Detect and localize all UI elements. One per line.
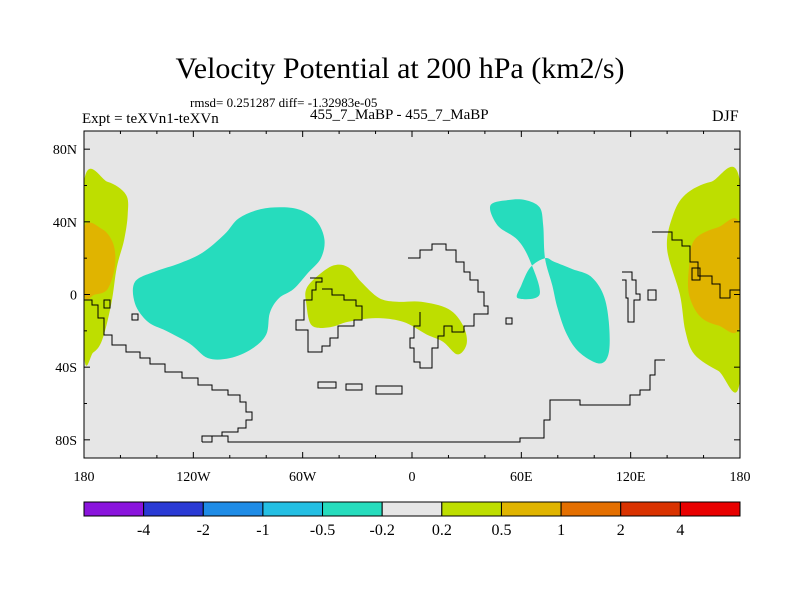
colorbar-label: -0.5 bbox=[310, 522, 335, 539]
x-tick-label: 120E bbox=[616, 470, 646, 485]
colorbar-swatch bbox=[679, 501, 741, 517]
y-tick-label: 0 bbox=[70, 289, 77, 304]
x-tick-label: 120W bbox=[176, 470, 211, 485]
colorbar-swatch bbox=[381, 501, 443, 517]
colorbar-label: 1 bbox=[557, 522, 565, 539]
x-tick-label: 60E bbox=[510, 470, 533, 485]
colorbar-swatch bbox=[620, 501, 681, 517]
colorbar-label: -4 bbox=[137, 522, 150, 539]
x-tick-label: 60W bbox=[289, 470, 317, 485]
colorbar-swatch bbox=[441, 501, 502, 517]
coastline-asia bbox=[622, 271, 641, 323]
y-tick-label: 80N bbox=[53, 143, 77, 158]
contour-region-dateline-west-core bbox=[84, 222, 116, 300]
coastline-pacific-islands bbox=[103, 267, 701, 325]
coastline-africa bbox=[408, 243, 489, 369]
model-label: 455_7_MaBP - 455_7_MaBP bbox=[310, 107, 489, 123]
contour-region-south-asia bbox=[489, 199, 610, 364]
colorbar-label: -2 bbox=[197, 522, 210, 539]
coastline-east-asia bbox=[652, 231, 740, 299]
y-tick-label: 40S bbox=[55, 361, 77, 376]
colorbar-swatch bbox=[83, 501, 145, 517]
colorbar-label: -0.2 bbox=[370, 522, 395, 539]
colorbar-label: -1 bbox=[256, 522, 269, 539]
x-tick-label: 180 bbox=[74, 470, 95, 485]
stats-line: rmsd= 0.251287 diff= -1.32983e-05 bbox=[190, 95, 378, 110]
colorbar-label: 2 bbox=[617, 522, 625, 539]
contour-region-atlantic-africa bbox=[305, 264, 467, 355]
coastline-americas bbox=[84, 299, 253, 443]
coastline-south-america bbox=[295, 277, 363, 353]
contour-region-west-pacific-core bbox=[687, 218, 740, 334]
contour-region-east-pacific bbox=[132, 207, 325, 360]
chart-title: Velocity Potential at 200 hPa (km2/s) bbox=[175, 52, 625, 85]
season-label: DJF bbox=[712, 108, 739, 125]
y-tick-label: 40N bbox=[53, 216, 77, 231]
colorbar-swatch bbox=[500, 501, 562, 517]
colorbar-swatch bbox=[202, 501, 264, 517]
coastline-antarctica bbox=[201, 359, 665, 443]
coastlines bbox=[84, 231, 740, 443]
y-tick-label: 80S bbox=[55, 434, 77, 449]
contour-regions bbox=[84, 166, 740, 393]
colorbar-swatch bbox=[322, 501, 383, 517]
colorbar-label: 0.5 bbox=[491, 522, 511, 539]
x-tick-label: 180 bbox=[730, 470, 751, 485]
colorbar-swatch bbox=[143, 501, 204, 517]
experiment-label: Expt = teXVn1-teXVn bbox=[82, 111, 219, 127]
colorbar: -4 -2 -1 -0.5 -0.2 0.2 0.5 1 2 4 bbox=[83, 501, 741, 539]
colorbar-label: 0.2 bbox=[432, 522, 452, 539]
colorbar-label: 4 bbox=[676, 522, 684, 539]
x-tick-label: 0 bbox=[409, 470, 416, 485]
colorbar-swatch bbox=[262, 501, 324, 517]
colorbar-swatch bbox=[560, 501, 622, 517]
coastline-southern-fragments bbox=[317, 381, 403, 395]
map-axes: 180 120W 60W 0 60E 120E 180 80N 40N 0 40S 80S bbox=[53, 131, 751, 485]
